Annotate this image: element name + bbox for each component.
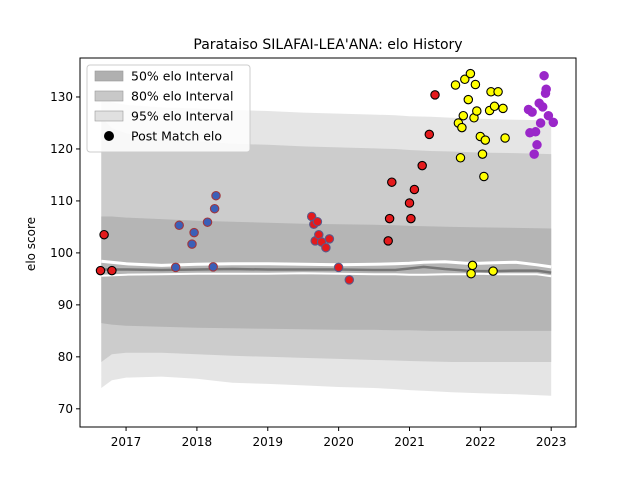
data-point bbox=[344, 275, 355, 285]
data-point bbox=[208, 262, 218, 272]
x-tick-label: 2023 bbox=[536, 435, 567, 449]
y-tick-label: 70 bbox=[58, 402, 73, 416]
data-point bbox=[477, 149, 488, 159]
data-point bbox=[463, 94, 474, 105]
data-point bbox=[107, 265, 117, 276]
x-tick-label: 2020 bbox=[323, 435, 354, 449]
data-point bbox=[548, 117, 559, 128]
data-point bbox=[99, 229, 109, 240]
data-point bbox=[174, 220, 184, 231]
data-point bbox=[472, 106, 482, 116]
legend-label: 95% elo Interval bbox=[131, 109, 233, 124]
data-point bbox=[457, 122, 467, 133]
mean-line-upper bbox=[101, 259, 552, 269]
legend-swatch bbox=[94, 90, 124, 102]
data-point bbox=[406, 213, 416, 224]
data-point bbox=[95, 265, 106, 276]
data-point bbox=[333, 262, 344, 273]
x-axis-ticks: 2017 2018 2019 2020 2021 2022 2023 bbox=[111, 427, 567, 449]
data-point bbox=[527, 107, 537, 117]
y-tick-label: 80 bbox=[58, 350, 73, 364]
chart-title: Parataiso SILAFAI-LEA'ANA: elo History bbox=[193, 37, 462, 53]
data-point bbox=[211, 190, 221, 201]
data-point bbox=[430, 90, 440, 100]
data-point bbox=[467, 260, 478, 271]
x-tick-label: 2022 bbox=[465, 435, 496, 449]
data-point bbox=[424, 129, 435, 140]
data-point bbox=[460, 74, 470, 85]
legend-box bbox=[86, 64, 251, 153]
data-point bbox=[498, 103, 508, 114]
data-point bbox=[488, 266, 498, 276]
data-point bbox=[493, 87, 503, 97]
plot-frame bbox=[79, 57, 577, 428]
data-point bbox=[417, 160, 427, 171]
post-match-points bbox=[95, 68, 559, 285]
legend-swatch bbox=[94, 70, 124, 82]
y-tick-label: 110 bbox=[50, 194, 73, 208]
data-point bbox=[170, 262, 181, 273]
y-tick-label: 120 bbox=[50, 142, 73, 156]
data-point bbox=[450, 80, 461, 90]
data-point bbox=[187, 239, 197, 249]
data-point bbox=[530, 127, 541, 137]
data-point bbox=[324, 234, 335, 244]
data-point bbox=[384, 213, 395, 224]
data-point bbox=[479, 171, 489, 182]
y-tick-label: 90 bbox=[58, 298, 73, 312]
y-tick-label: 100 bbox=[50, 246, 73, 260]
data-point bbox=[189, 227, 199, 238]
y-axis-ticks: 70 80 90 100 110 120 130 bbox=[50, 90, 80, 416]
data-point bbox=[455, 153, 466, 163]
legend-label: Post Match elo bbox=[131, 129, 222, 144]
data-point bbox=[537, 102, 548, 112]
data-point bbox=[500, 133, 510, 143]
legend-label: 50% elo Interval bbox=[131, 69, 233, 84]
data-point bbox=[543, 110, 554, 121]
data-point bbox=[529, 149, 539, 159]
data-point bbox=[480, 135, 491, 145]
data-point bbox=[465, 68, 476, 79]
data-point bbox=[209, 203, 220, 214]
data-point bbox=[458, 110, 469, 121]
x-tick-label: 2017 bbox=[111, 435, 142, 449]
x-tick-label: 2021 bbox=[394, 435, 425, 449]
data-point bbox=[321, 242, 331, 253]
data-point bbox=[541, 84, 551, 94]
legend-marker bbox=[104, 131, 114, 141]
data-point bbox=[409, 184, 420, 195]
data-point bbox=[387, 177, 397, 187]
data-point bbox=[532, 140, 542, 150]
y-axis-label: elo score bbox=[24, 217, 38, 271]
data-point bbox=[535, 118, 546, 128]
data-point bbox=[312, 216, 323, 227]
x-tick-label: 2018 bbox=[182, 435, 213, 449]
data-point bbox=[489, 101, 500, 112]
legend: 50% elo Interval 80% elo Interval 95% elo … bbox=[86, 64, 251, 153]
data-point bbox=[404, 198, 415, 208]
x-tick-label: 2019 bbox=[252, 435, 283, 449]
data-point bbox=[539, 70, 549, 81]
data-point bbox=[470, 79, 481, 90]
legend-label: 80% elo Interval bbox=[131, 89, 233, 104]
legend-swatch bbox=[94, 110, 124, 122]
data-point bbox=[383, 236, 393, 246]
y-tick-label: 130 bbox=[50, 90, 73, 104]
data-point bbox=[202, 217, 213, 227]
data-point bbox=[466, 268, 476, 279]
